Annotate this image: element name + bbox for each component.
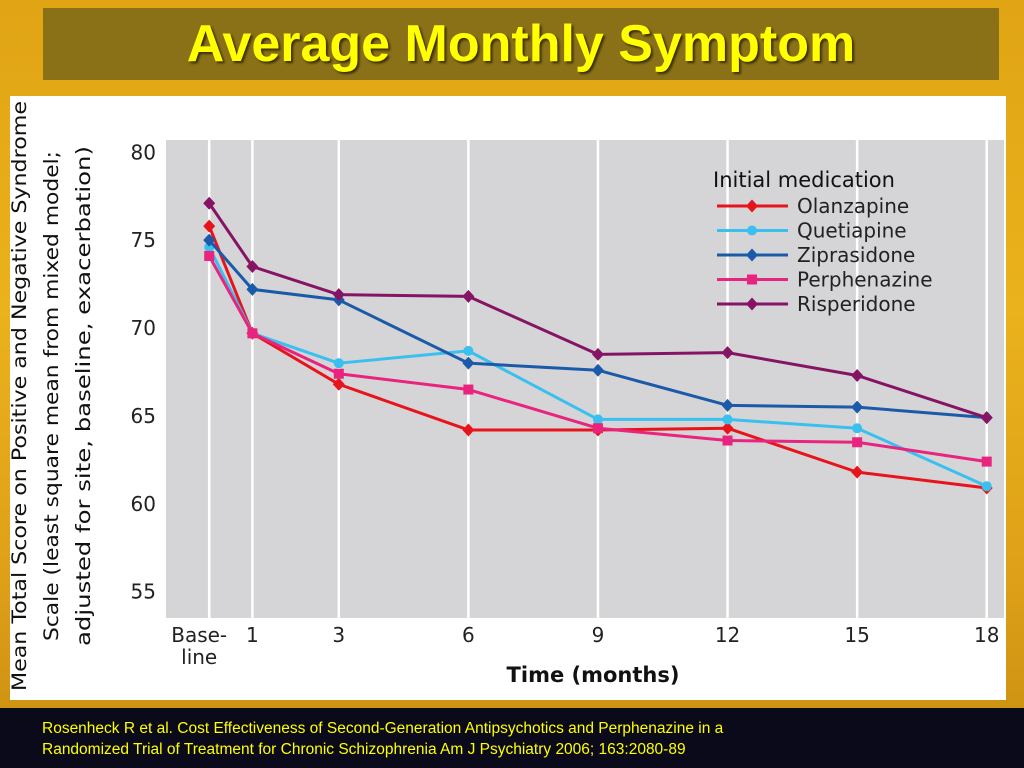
data-point: [746, 248, 758, 262]
series-line: [208, 239, 987, 420]
data-point: [851, 400, 864, 414]
data-point: [333, 358, 344, 369]
data-point: [721, 346, 734, 360]
data-point: [747, 274, 757, 285]
line-chart: 55 60 65 70 75 80 Base-line 1 3 6 9 12 15 18 Time (m…: [10, 101, 1004, 691]
series-layer: [203, 196, 993, 495]
data-point: [462, 356, 475, 370]
title-bar: Average Monthly Symptom: [43, 8, 999, 80]
legend-item: Risperidone: [717, 292, 916, 316]
data-point: [981, 456, 992, 467]
data-point: [747, 225, 757, 236]
x-tick-label: 15: [844, 623, 869, 647]
citation-line-1: Rosenheck R et al. Cost Effectiveness of…: [42, 720, 724, 737]
series-risperidone: [203, 196, 993, 425]
legend-label: Ziprasidone: [797, 243, 915, 267]
x-tick-label: 1: [246, 623, 259, 647]
data-point: [592, 414, 603, 425]
data-point: [746, 199, 758, 213]
data-point: [333, 368, 344, 379]
legend-item: Ziprasidone: [717, 243, 915, 267]
legend-title: Initial medication: [713, 168, 895, 192]
x-axis-label: Time (months): [507, 663, 680, 687]
series-line: [207, 202, 988, 420]
series-line: [207, 225, 987, 490]
data-point: [852, 437, 863, 448]
data-point: [722, 414, 733, 425]
data-point: [722, 435, 733, 446]
y-tick-labels: 55 60 65 70 75 80: [131, 140, 156, 603]
x-tick-label: 18: [974, 623, 999, 647]
data-point: [246, 282, 259, 296]
chart-panel: 55 60 65 70 75 80 Base-line 1 3 6 9 12 15 18 Time (m…: [10, 96, 1006, 700]
x-tick-label: 6: [462, 623, 475, 647]
data-point: [981, 481, 992, 492]
y-tick-label: 80: [131, 140, 156, 164]
footer-bar: Rosenheck R et al. Cost Effectiveness of…: [0, 708, 1024, 768]
series-perphenazine: [204, 250, 992, 467]
data-point: [203, 219, 216, 233]
data-point: [332, 288, 345, 302]
data-point: [592, 423, 603, 434]
x-tick-label: Base-line: [171, 623, 227, 669]
series-ziprasidone: [203, 233, 993, 425]
data-point: [721, 398, 734, 412]
y-tick-label: 55: [131, 580, 156, 604]
legend-label: Risperidone: [797, 292, 916, 316]
legend-label: Perphenazine: [797, 268, 933, 292]
data-point: [462, 289, 475, 303]
series-line: [207, 246, 988, 488]
data-point: [591, 363, 604, 377]
x-tick-label: 3: [332, 623, 345, 647]
x-tick-labels: Base-line 1 3 6 9 12 15 18: [171, 623, 999, 669]
y-tick-label: 75: [131, 228, 156, 252]
y-tick-label: 60: [131, 492, 156, 516]
y-axis-label-line: Mean Total Score on Positive and Negativ…: [10, 101, 31, 691]
data-point: [851, 368, 864, 382]
data-point: [203, 233, 216, 247]
data-point: [721, 421, 734, 435]
data-point: [980, 411, 993, 425]
data-point: [332, 377, 345, 391]
y-axis-label-line: Scale (least square mean from mixed mode…: [40, 151, 63, 641]
y-tick-label: 65: [131, 404, 156, 428]
data-point: [851, 465, 864, 479]
legend-label: Quetiapine: [797, 219, 907, 243]
citation: Rosenheck R et al. Cost Effectiveness of…: [42, 718, 1002, 760]
data-point: [463, 345, 474, 356]
legend-label: Olanzapine: [797, 194, 909, 218]
data-point: [462, 423, 475, 437]
data-point: [246, 260, 259, 274]
legend-item: Olanzapine: [717, 194, 909, 218]
data-point: [463, 384, 474, 395]
data-point: [591, 347, 604, 361]
data-point: [247, 328, 258, 339]
y-axis-label-line: adjusted for site, baseline, exacerbatio…: [72, 146, 95, 646]
data-point: [203, 196, 216, 210]
citation-line-2: Randomized Trial of Treatment for Chroni…: [42, 741, 686, 758]
series-line: [207, 255, 987, 464]
legend-item: Perphenazine: [717, 268, 933, 292]
x-tick-label: 12: [715, 623, 740, 647]
slide-title: Average Monthly Symptom: [186, 15, 856, 73]
y-axis-label: Mean Total Score on Positive and Negativ…: [10, 101, 95, 691]
legend-item: Quetiapine: [717, 219, 907, 243]
data-point: [746, 297, 758, 311]
x-tick-label: 9: [592, 623, 605, 647]
data-point: [852, 423, 863, 434]
legend: Initial medication OlanzapineQuetiapineZ…: [713, 168, 933, 316]
y-tick-label: 70: [131, 316, 156, 340]
data-point: [204, 250, 215, 261]
